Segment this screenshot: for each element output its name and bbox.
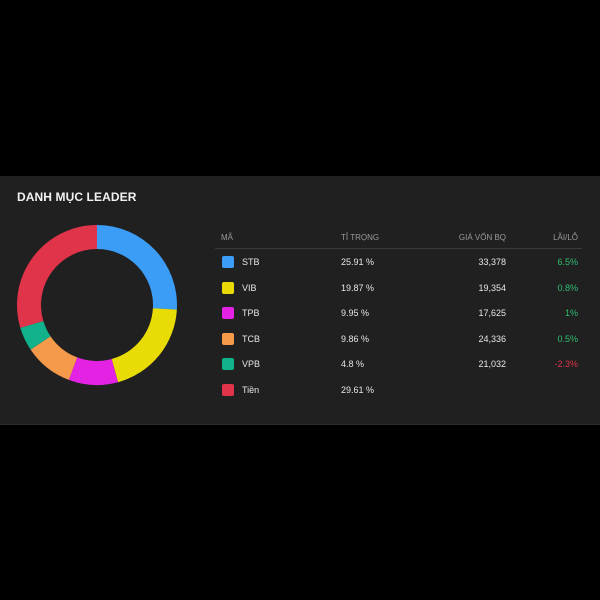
table-row[interactable]: STB 25.91 % 33,378 6.5% (215, 249, 582, 275)
donut-slice-tpb[interactable] (68, 357, 118, 385)
donut-slice-stb[interactable] (97, 225, 177, 310)
table-row[interactable]: Tiền 29.61 % (215, 377, 582, 403)
table-row[interactable]: VPB 4.8 % 21,032 -2.3% (215, 351, 582, 377)
profit-loss-value: 0.8% (557, 282, 578, 293)
header-profit-loss: LÃI/LỖ (553, 233, 578, 242)
table-row[interactable]: TCB 9.86 % 24,336 0.5% (215, 326, 582, 352)
profit-loss-value: 0.5% (557, 333, 578, 344)
panel-title: DANH MỤC LEADER (17, 190, 137, 204)
stock-code: TCB (242, 333, 260, 344)
table-header: MÃ TỈ TRỌNG GIÁ VỐN BQ LÃI/LỖ (215, 228, 582, 249)
legend-swatch (222, 256, 234, 268)
legend-swatch (222, 383, 234, 396)
legend-swatch (222, 281, 234, 294)
stock-code: VIB (242, 282, 257, 293)
weight-value: 9.95 % (341, 308, 370, 319)
profit-loss-value: 6.5% (557, 257, 578, 267)
legend-swatch (222, 307, 234, 320)
table-row[interactable]: VIB 19.87 % 19,354 0.8% (215, 275, 582, 301)
header-code: MÃ (221, 233, 233, 242)
header-weight: TỈ TRỌNG (341, 233, 380, 242)
avg-price-value: 33,378 (478, 257, 506, 267)
weight-value: 4.8 % (341, 359, 365, 370)
header-avg-price: GIÁ VỐN BQ (458, 233, 506, 242)
holdings-table: MÃ TỈ TRỌNG GIÁ VỐN BQ LÃI/LỖ STB 25.91 %… (215, 228, 582, 403)
donut-slice-tiền[interactable] (17, 225, 97, 328)
stock-code: STB (242, 257, 260, 267)
avg-price-value: 17,625 (478, 308, 506, 319)
weight-value: 19.87 % (341, 282, 375, 293)
stock-code: VPB (242, 359, 261, 370)
avg-price-value: 19,354 (478, 282, 506, 293)
avg-price-value: 24,336 (478, 333, 506, 344)
weight-value: 25.91 % (341, 257, 375, 267)
avg-price-value: 21,032 (478, 359, 506, 370)
stock-code: TPB (242, 308, 260, 319)
legend-swatch (222, 358, 234, 371)
portfolio-panel: DANH MỤC LEADER MÃ TỈ TRỌNG GIÁ VỐN BQ L… (0, 176, 600, 425)
table-row[interactable]: TPB 9.95 % 17,625 1% (215, 300, 582, 326)
weight-value: 9.86 % (341, 333, 370, 344)
stock-code: Tiền (242, 384, 260, 395)
donut-slice-vib[interactable] (111, 308, 177, 383)
donut-slice-tcb[interactable] (30, 336, 78, 380)
legend-swatch (222, 332, 234, 345)
table-body: STB 25.91 % 33,378 6.5% VIB 19.87 % 19,354 0.8%… (215, 249, 582, 403)
profit-loss-value: 1% (564, 308, 578, 319)
allocation-donut-chart (17, 225, 177, 385)
weight-value: 29.61 % (341, 384, 375, 395)
donut-slice-vpb[interactable] (20, 320, 51, 350)
profit-loss-value: -2.3% (554, 359, 578, 370)
